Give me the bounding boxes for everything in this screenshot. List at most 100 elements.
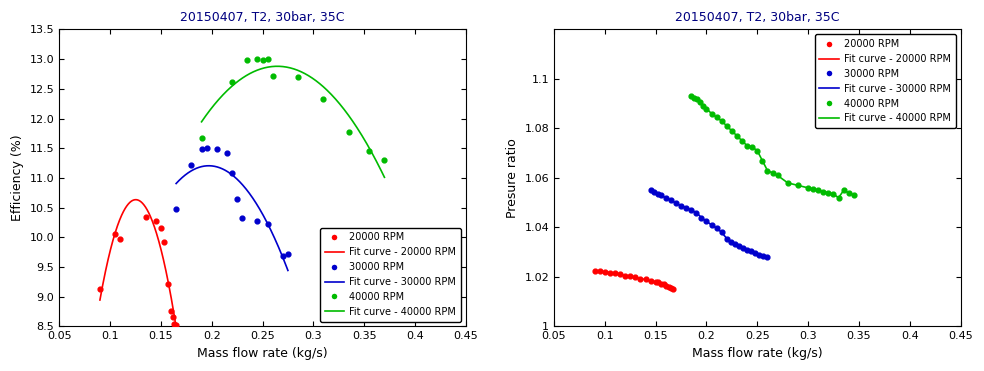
Point <box>750 148 766 154</box>
Point <box>743 248 759 254</box>
Point <box>739 247 755 253</box>
X-axis label: Mass flow rate (kg/s): Mass flow rate (kg/s) <box>692 347 823 360</box>
Point <box>708 225 724 231</box>
Point <box>724 128 740 134</box>
Point <box>765 170 780 176</box>
Point <box>617 273 633 279</box>
Point <box>107 231 123 237</box>
Point <box>112 236 128 242</box>
Point <box>658 195 674 201</box>
Point <box>719 236 735 242</box>
Point <box>693 99 708 105</box>
Point <box>250 56 266 62</box>
Point <box>826 191 841 197</box>
Point <box>316 96 332 102</box>
Point <box>658 283 674 289</box>
Point <box>92 286 108 292</box>
Point <box>623 273 639 279</box>
Point <box>643 278 658 284</box>
Point <box>219 150 235 156</box>
Point <box>704 222 719 228</box>
Point <box>275 253 290 259</box>
Y-axis label: Efficiency (%): Efficiency (%) <box>11 135 25 221</box>
Point <box>846 192 862 198</box>
Point <box>265 73 280 79</box>
Point <box>735 245 751 251</box>
Point <box>661 284 677 290</box>
Point <box>586 268 602 274</box>
Point <box>643 187 658 193</box>
X-axis label: Mass flow rate (kg/s): Mass flow rate (kg/s) <box>197 347 328 360</box>
Point <box>699 218 714 224</box>
Point <box>756 253 771 259</box>
Point <box>683 93 699 99</box>
Point <box>678 205 694 211</box>
Point <box>696 103 711 109</box>
Point <box>719 123 735 129</box>
Point <box>239 58 255 63</box>
Point <box>646 189 661 195</box>
Point <box>748 250 764 256</box>
Point <box>649 191 665 197</box>
Point <box>734 138 750 144</box>
Point <box>148 219 163 224</box>
Y-axis label: Presure ratio: Presure ratio <box>506 138 519 218</box>
Point <box>821 190 836 196</box>
Point <box>673 203 689 209</box>
Point <box>727 241 743 247</box>
Point <box>769 173 785 178</box>
Point <box>689 210 705 216</box>
Point <box>138 214 154 220</box>
Point <box>647 279 663 285</box>
Point <box>816 188 831 194</box>
Title: 20150407, T2, 30bar, 35C: 20150407, T2, 30bar, 35C <box>675 11 839 24</box>
Point <box>760 168 775 174</box>
Point <box>752 252 768 257</box>
Point <box>704 111 719 116</box>
Point <box>166 321 182 326</box>
Point <box>280 251 296 257</box>
Point <box>790 183 806 188</box>
Point <box>755 158 770 164</box>
Point <box>663 285 679 291</box>
Point <box>811 187 827 193</box>
Point <box>830 195 846 201</box>
Point <box>699 106 714 112</box>
Point <box>612 272 628 278</box>
Point <box>652 281 668 287</box>
Point <box>361 148 377 154</box>
Point <box>708 114 724 120</box>
Point <box>760 254 775 260</box>
Point <box>602 270 618 276</box>
Point <box>224 170 240 176</box>
Point <box>250 218 266 224</box>
Point <box>731 243 747 249</box>
Point <box>800 185 816 191</box>
Point <box>656 282 672 288</box>
Point <box>729 133 745 139</box>
Point <box>341 129 357 135</box>
Point <box>194 135 210 141</box>
Point <box>663 197 679 203</box>
Point <box>165 314 181 320</box>
Point <box>260 221 276 227</box>
Point <box>183 162 199 168</box>
Point <box>224 79 240 85</box>
Point <box>290 74 306 80</box>
Point <box>234 215 250 221</box>
Point <box>199 145 215 151</box>
Point <box>628 275 644 280</box>
Point <box>597 269 613 275</box>
Point <box>841 190 857 196</box>
Point <box>163 308 179 314</box>
Point <box>607 270 623 276</box>
Point <box>168 207 184 213</box>
Point <box>687 95 703 101</box>
Point <box>649 279 665 285</box>
Point <box>780 180 796 186</box>
Point <box>652 192 668 198</box>
Point <box>255 58 271 63</box>
Point <box>668 200 684 206</box>
Point <box>713 229 729 235</box>
Point <box>168 322 184 328</box>
